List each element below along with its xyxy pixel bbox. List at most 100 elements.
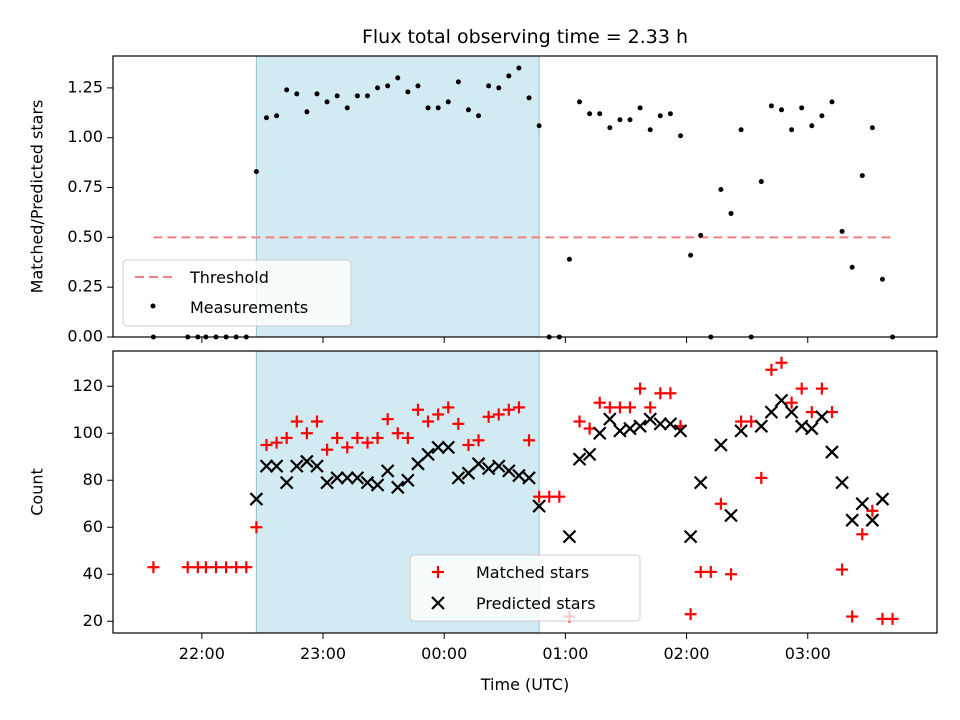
matched-star-point [533,490,546,503]
predicted-star-point [714,438,728,452]
predicted-star-point [441,440,456,455]
x-tick-label: 02:00 [664,644,710,663]
chart-title: Flux total observing time = 2.33 h [362,26,688,48]
predicted-star-point [249,492,264,506]
predicted-star-point [603,412,617,426]
y-tick-label: 100 [72,423,103,442]
legend-matched-swatch [432,566,444,578]
matched-star-point [230,561,243,574]
top-y-ticks: 0.00 0.25 0.50 0.75 1.00 1.25 [67,77,113,346]
predicted-star-point [471,457,486,471]
measurement-point [869,125,875,131]
predicted-star-point [401,473,415,488]
measurement-point [758,179,764,185]
predicted-star-point [310,459,324,473]
matched-star-point [593,396,606,409]
measurement-point [839,228,845,234]
matched-star-point [361,436,374,449]
measurement-point [738,127,744,133]
bottom-axes-frame [112,350,938,634]
measurement-point [284,87,290,93]
y-tick-label: 0.75 [67,177,103,196]
predicted-star-point [815,410,829,424]
predicted-star-point [643,412,657,426]
matched-star-point [351,431,364,444]
x-tick-label: 22:00 [179,644,225,663]
measurement-point [678,133,684,139]
x-tick-label: 00:00 [421,644,467,663]
matched-star-point [199,561,212,574]
matched-star-point [523,434,536,447]
matched-star-point [553,490,566,503]
matched-star-point [391,427,404,440]
predicted-star-point [764,405,779,419]
matched-star-point [684,608,697,621]
top-x-ticks [201,337,809,343]
predicted-star-point [623,421,637,436]
matched-star-point [240,561,253,574]
predicted-star-point [693,475,708,490]
measurement-point [799,105,805,111]
matched-star-point [331,431,344,444]
predicted-star-point [592,426,607,441]
measurement-point [617,117,623,123]
predicted-star-point [340,471,355,485]
predicted-star-point [582,447,597,462]
measurement-point [698,232,704,238]
matched-star-point [492,408,505,421]
bottom-y-ticks: 20 40 60 80 100 120 [72,376,113,630]
predicted-star-point [653,417,668,431]
measurement-point [778,107,784,113]
measurement-point [627,117,633,123]
matched-star-point [755,471,768,484]
measurement-point [789,127,795,133]
measurement-point [445,99,451,105]
predicted-star-point [835,475,849,490]
matched-star-point [210,561,222,574]
measurement-point [879,276,885,282]
matched-star-point [795,382,808,395]
matched-star-point [371,431,384,444]
matched-star-point [714,497,727,510]
y-tick-label: 20 [83,611,103,630]
predicted-star-point [512,468,526,483]
measurement-point [415,83,421,89]
predicted-star-point [734,424,748,438]
y-tick-label: 60 [83,517,103,536]
predicted-star-point [320,475,334,490]
matched-star-point [472,434,485,447]
predicted-star-point [784,405,799,419]
y-tick-label: 0.00 [67,327,103,346]
measurement-point [476,113,482,119]
measurement-point [859,173,865,179]
matched-star-point [220,561,233,574]
measurement-point [577,99,583,105]
y-tick-label: 1.00 [67,127,103,146]
measurement-point [253,169,259,175]
measurement-point [768,103,774,109]
matched-star-point [603,401,616,414]
matched-star-point [300,427,313,440]
y-tick-label: 1.25 [67,77,103,96]
matched-star-point [260,439,273,451]
predicted-star-point [431,440,445,455]
matched-star-point [735,415,748,428]
measurement-point [718,187,724,193]
matched-star-point [512,401,525,414]
predicted-star-point [491,459,506,473]
predicted-star-point [673,424,688,438]
measurement-point [334,93,340,99]
measurement-point [516,65,522,71]
predicted-star-point [502,464,516,478]
matched-star-point [321,443,334,456]
predicted-star-point [269,459,284,473]
bottom-x-ticks: 22:00 23:00 00:00 01:00 02:00 03:00 [179,633,831,663]
measurement-point [597,111,603,117]
predicted-star-point [522,471,536,485]
matched-star-point [694,565,707,578]
measurement-point [324,99,330,105]
matched-star-point [836,563,849,576]
predicted-star-point [724,508,738,523]
x-axis-label: Time (UTC) [480,675,569,694]
